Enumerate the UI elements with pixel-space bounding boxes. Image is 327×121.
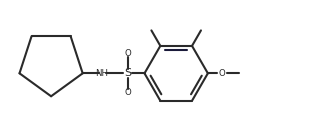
Text: O: O <box>124 88 131 97</box>
Text: S: S <box>124 68 131 78</box>
Text: O: O <box>124 49 131 58</box>
Text: NH: NH <box>95 69 109 78</box>
Text: O: O <box>219 69 226 78</box>
